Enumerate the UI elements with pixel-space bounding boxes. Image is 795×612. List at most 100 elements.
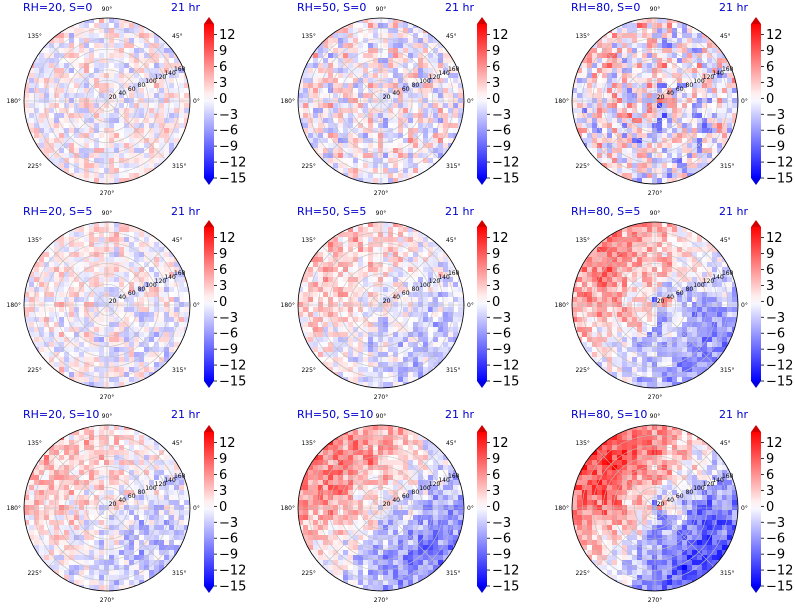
heatmap-cell — [338, 277, 344, 283]
heatmap-cell — [388, 297, 394, 303]
heatmap-cell — [149, 173, 155, 179]
heatmap-cell — [597, 53, 603, 59]
heatmap-cell — [34, 113, 40, 119]
heatmap-cell — [358, 362, 364, 368]
heatmap-cell — [174, 128, 180, 134]
heatmap-cell — [114, 113, 120, 119]
heatmap-cell — [124, 327, 130, 333]
heatmap-cell — [69, 33, 75, 39]
heatmap-cell — [353, 28, 359, 34]
heatmap-cell — [592, 63, 598, 69]
heatmap-cell — [79, 133, 85, 139]
heatmap-cell — [423, 242, 429, 248]
heatmap-cell — [159, 252, 165, 258]
heatmap-cell — [657, 88, 663, 94]
heatmap-cell — [403, 153, 409, 159]
heatmap-cell — [672, 38, 678, 44]
heatmap-cell — [428, 88, 434, 94]
heatmap-cell — [343, 53, 349, 59]
heatmap-cell — [318, 113, 324, 119]
heatmap-cell — [119, 227, 125, 233]
heatmap-cell — [154, 138, 160, 144]
heatmap-cell — [383, 372, 389, 378]
heatmap-cell — [612, 78, 618, 84]
heatmap-cell — [333, 322, 339, 328]
heatmap-cell — [637, 18, 643, 24]
heatmap-cell — [139, 242, 145, 248]
heatmap-cell — [328, 83, 334, 89]
heatmap-cell — [587, 123, 593, 129]
heatmap-cell — [318, 307, 324, 313]
colorbar-tick-label: −15 — [492, 172, 519, 187]
heatmap-cell — [722, 93, 728, 99]
heatmap-cell — [159, 58, 165, 64]
heatmap-cell — [64, 163, 70, 169]
heatmap-cell — [458, 322, 464, 328]
heatmap-cell — [139, 247, 145, 253]
heatmap-cell — [164, 133, 170, 139]
heatmap-cell — [313, 118, 319, 124]
heatmap-cell — [174, 317, 180, 323]
heatmap-cell — [24, 93, 30, 99]
heatmap-cell — [418, 252, 424, 258]
heatmap-cell — [657, 48, 663, 54]
heatmap-cell — [34, 267, 40, 273]
heatmap-cell — [169, 123, 175, 129]
heatmap-cell — [632, 23, 638, 29]
heatmap-cell — [159, 322, 165, 328]
heatmap-cell — [388, 372, 394, 378]
heatmap-cell — [184, 133, 190, 139]
heatmap-cell — [189, 113, 190, 119]
heatmap-cell — [34, 68, 40, 74]
heatmap-cell — [308, 307, 314, 313]
heatmap-cell — [587, 128, 593, 134]
heatmap-cell — [114, 173, 120, 179]
heatmap-cell — [433, 148, 439, 154]
heatmap-cell — [134, 118, 140, 124]
heatmap-cell — [323, 53, 329, 59]
heatmap-cell — [69, 88, 75, 94]
heatmap-cell — [657, 33, 663, 39]
heatmap-cell — [363, 332, 369, 338]
heatmap-cell — [134, 43, 140, 49]
heatmap-cell — [318, 277, 324, 283]
heatmap-cell — [423, 113, 429, 119]
heatmap-cell — [323, 123, 329, 129]
heatmap-cell — [298, 103, 304, 109]
heatmap-cell — [99, 83, 105, 89]
heatmap-cell — [687, 83, 693, 89]
heatmap-cell — [154, 143, 160, 149]
heatmap-cell — [119, 242, 125, 248]
heatmap-cell — [672, 133, 678, 139]
heatmap-cell — [348, 297, 354, 303]
heatmap-cell — [303, 347, 309, 353]
heatmap-cell — [388, 118, 394, 124]
heatmap-cell — [373, 232, 379, 238]
heatmap-cell — [577, 128, 583, 134]
heatmap-cell — [144, 113, 150, 119]
heatmap-cell — [89, 307, 95, 313]
heatmap-cell — [49, 138, 55, 144]
heatmap-cell — [637, 163, 643, 169]
heatmap-cell — [174, 342, 180, 348]
heatmap-cell — [368, 38, 374, 44]
heatmap-cell — [84, 28, 90, 34]
heatmap-cell — [89, 282, 95, 288]
heatmap-cell — [323, 48, 329, 54]
heatmap-cell — [632, 133, 638, 139]
heatmap-cell — [179, 317, 185, 323]
heatmap-cell — [348, 312, 354, 318]
heatmap-cell — [363, 222, 369, 228]
heatmap-cell — [94, 113, 100, 119]
heatmap-cell — [169, 118, 175, 124]
heatmap-cell — [99, 163, 105, 169]
heatmap-cell — [438, 287, 444, 293]
heatmap-cell — [702, 28, 708, 34]
heatmap-cell — [119, 168, 125, 174]
heatmap-cell — [388, 277, 394, 283]
heatmap-cell — [59, 173, 65, 179]
heatmap-cell — [74, 307, 80, 313]
heatmap-cell — [64, 158, 70, 164]
heatmap-cell — [428, 367, 434, 373]
heatmap-cell — [64, 322, 70, 328]
